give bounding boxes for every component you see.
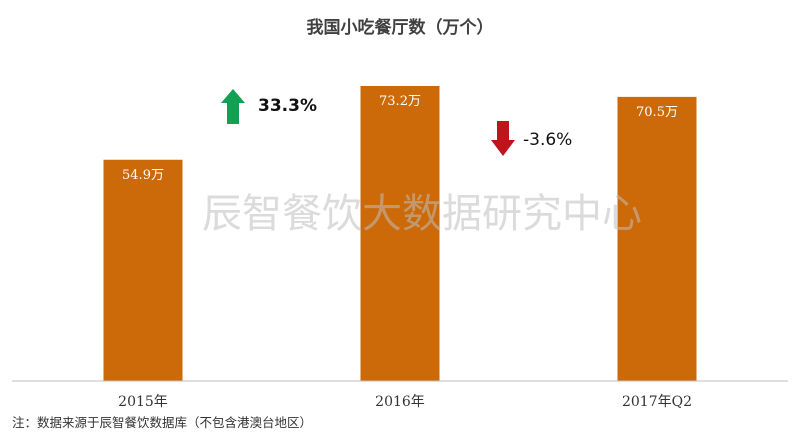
bar-value-label: 73.2万 — [379, 94, 421, 109]
bars-group: 54.9万 73.2万 70.5万 — [103, 86, 697, 381]
x-tick-label: 2016年 — [375, 394, 425, 410]
bar-1 — [360, 86, 440, 381]
x-tick-group: 2015年 2016年 2017年Q2 — [118, 394, 692, 410]
change-label: 33.3% — [258, 96, 317, 116]
change-label: -3.6% — [523, 130, 572, 150]
x-tick-label: 2015年 — [118, 394, 168, 410]
watermark: 辰智餐饮大数据研究中心 — [202, 191, 642, 237]
arrow-up-icon — [221, 89, 245, 124]
bar-value-label: 70.5万 — [636, 105, 678, 120]
x-tick-label: 2017年Q2 — [622, 394, 692, 410]
change-indicators: 33.3% -3.6% — [221, 89, 572, 156]
footnote: 注：数据来源于辰智餐饮数据库（不包含港澳台地区） — [12, 415, 312, 430]
bar-0 — [103, 159, 183, 381]
chart-title: 我国小吃餐厅数（万个） — [307, 17, 494, 38]
arrow-down-icon — [491, 121, 515, 156]
bar-2 — [617, 96, 697, 381]
bar-value-label: 54.9万 — [122, 168, 164, 183]
